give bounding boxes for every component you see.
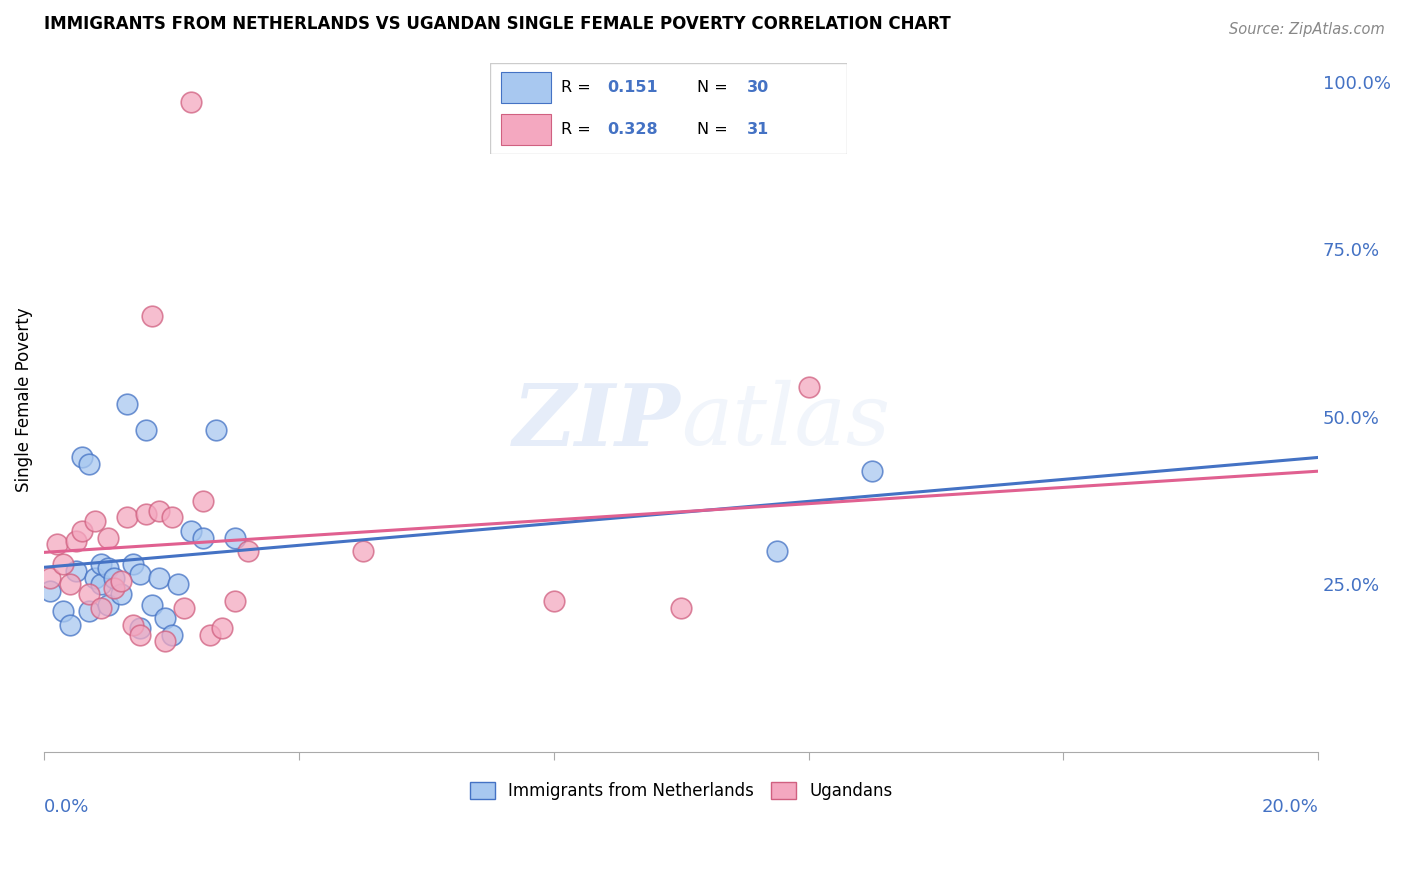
Text: ZIP: ZIP [513, 379, 681, 463]
Point [77, 457, 100, 471]
Text: 0.0%: 0.0% [44, 797, 90, 815]
Point [205, 423, 228, 437]
Point [122, 617, 145, 632]
Point [72, 450, 94, 464]
Point [128, 567, 150, 582]
Point [77, 587, 100, 601]
Point [167, 577, 190, 591]
Point [224, 531, 246, 545]
Point [141, 598, 163, 612]
Point [52, 604, 75, 618]
Point [141, 310, 163, 324]
Point [122, 558, 145, 572]
Point [97, 560, 120, 574]
Point [224, 594, 246, 608]
Point [90, 600, 112, 615]
Point [765, 544, 787, 558]
Point [160, 628, 183, 642]
Point [193, 493, 215, 508]
Point [236, 544, 259, 558]
Text: atlas: atlas [681, 380, 890, 463]
Point [148, 504, 170, 518]
Point [58, 617, 80, 632]
Text: Source: ZipAtlas.com: Source: ZipAtlas.com [1229, 22, 1385, 37]
Point [39, 571, 62, 585]
Point [103, 571, 125, 585]
Point [148, 571, 170, 585]
Point [198, 628, 221, 642]
Point [39, 584, 62, 599]
Point [77, 604, 100, 618]
Point [211, 621, 233, 635]
Legend: Immigrants from Netherlands, Ugandans: Immigrants from Netherlands, Ugandans [463, 775, 898, 807]
Point [90, 558, 112, 572]
Point [153, 634, 176, 648]
Point [97, 531, 120, 545]
Point [65, 533, 87, 548]
Point [180, 524, 202, 538]
Point [72, 524, 94, 538]
Point [65, 564, 87, 578]
Point [97, 598, 120, 612]
Point [110, 574, 132, 588]
Point [90, 577, 112, 591]
Point [110, 587, 132, 601]
Point [52, 558, 75, 572]
Point [160, 510, 183, 524]
Point [193, 531, 215, 545]
Text: IMMIGRANTS FROM NETHERLANDS VS UGANDAN SINGLE FEMALE POVERTY CORRELATION CHART: IMMIGRANTS FROM NETHERLANDS VS UGANDAN S… [44, 15, 950, 33]
Point [128, 621, 150, 635]
Point [115, 510, 138, 524]
Point [45, 537, 67, 551]
Point [84, 514, 107, 528]
Point [180, 95, 202, 109]
Point [352, 544, 374, 558]
Point [84, 571, 107, 585]
Point [797, 380, 820, 394]
Point [128, 628, 150, 642]
Point [115, 396, 138, 410]
Point [103, 581, 125, 595]
Point [543, 594, 565, 608]
Text: 20.0%: 20.0% [1261, 797, 1319, 815]
Y-axis label: Single Female Poverty: Single Female Poverty [15, 308, 32, 492]
Point [135, 423, 157, 437]
Point [58, 577, 80, 591]
Point [153, 611, 176, 625]
Point [173, 600, 195, 615]
Point [669, 600, 692, 615]
Point [135, 507, 157, 521]
Point [860, 463, 883, 477]
